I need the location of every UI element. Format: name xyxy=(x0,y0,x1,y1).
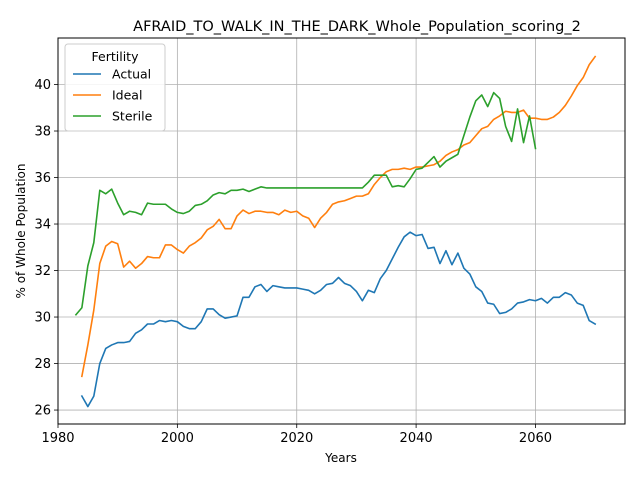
legend-title: Fertility xyxy=(92,49,140,64)
x-tick-label: 1980 xyxy=(41,431,74,446)
grid xyxy=(57,38,625,424)
y-tick-label: 34 xyxy=(34,218,51,233)
y-axis-ticks: 26 28 30 32 34 36 38 40 xyxy=(34,78,58,419)
y-tick-label: 30 xyxy=(34,311,51,326)
legend-label-actual: Actual xyxy=(112,67,151,82)
legend-label-ideal: Ideal xyxy=(112,88,142,103)
x-tick-label: 2040 xyxy=(400,431,433,446)
legend-box xyxy=(64,43,166,132)
series-line-ideal xyxy=(80,55,597,378)
legend: Fertility Actual Ideal Sterile xyxy=(64,43,166,132)
y-tick-label: 28 xyxy=(34,357,51,372)
y-tick-label: 36 xyxy=(34,171,51,186)
series-line-actual xyxy=(80,231,597,408)
y-tick-label: 38 xyxy=(34,125,51,140)
y-axis-label: % of Whole Population xyxy=(14,164,28,299)
y-tick-label: 40 xyxy=(34,78,51,93)
plot-frame xyxy=(57,37,626,425)
series-line-sterile xyxy=(74,91,537,316)
x-tick-label: 2000 xyxy=(161,431,194,446)
y-tick-label: 26 xyxy=(34,404,51,419)
chart-title: AFRAID_TO_WALK_IN_THE_DARK_Whole_Populat… xyxy=(133,19,581,35)
x-tick-label: 2020 xyxy=(280,431,313,446)
x-axis-label: Years xyxy=(324,451,357,465)
series-lines xyxy=(74,55,597,408)
x-tick-label: 2060 xyxy=(519,431,552,446)
x-axis-ticks: 1980 2000 2020 2040 2060 xyxy=(41,424,552,446)
legend-label-sterile: Sterile xyxy=(112,109,153,124)
y-tick-label: 32 xyxy=(34,264,51,279)
